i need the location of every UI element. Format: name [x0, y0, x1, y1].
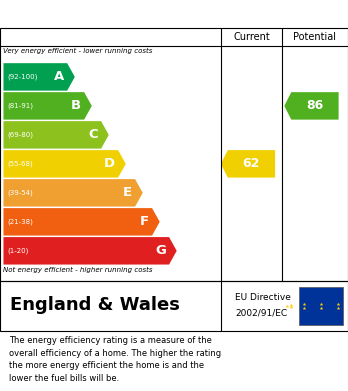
Text: C: C: [89, 128, 98, 142]
Polygon shape: [3, 179, 143, 206]
Text: (55-68): (55-68): [8, 161, 33, 167]
Text: E: E: [123, 187, 132, 199]
Text: F: F: [140, 215, 149, 228]
Text: D: D: [104, 157, 115, 170]
Text: Not energy efficient - higher running costs: Not energy efficient - higher running co…: [3, 267, 152, 273]
Text: (21-38): (21-38): [8, 219, 33, 225]
Text: Potential: Potential: [293, 32, 337, 42]
Polygon shape: [3, 121, 109, 149]
Text: 86: 86: [306, 99, 324, 112]
Polygon shape: [3, 208, 160, 235]
Polygon shape: [3, 63, 75, 91]
Text: Current: Current: [233, 32, 270, 42]
Text: Energy Efficiency Rating: Energy Efficiency Rating: [9, 7, 211, 22]
Text: Very energy efficient - lower running costs: Very energy efficient - lower running co…: [3, 48, 152, 54]
Text: 62: 62: [243, 157, 260, 170]
Text: EU Directive: EU Directive: [235, 292, 291, 301]
Text: G: G: [156, 244, 166, 257]
Polygon shape: [284, 92, 339, 120]
Polygon shape: [3, 237, 177, 265]
Bar: [299, 287, 343, 325]
Text: (81-91): (81-91): [8, 103, 34, 109]
Text: A: A: [54, 70, 64, 83]
Text: (69-80): (69-80): [8, 132, 34, 138]
Text: England & Wales: England & Wales: [10, 296, 180, 314]
Text: (1-20): (1-20): [8, 248, 29, 254]
Text: The energy efficiency rating is a measure of the
overall efficiency of a home. T: The energy efficiency rating is a measur…: [9, 336, 221, 383]
Text: (39-54): (39-54): [8, 190, 33, 196]
Polygon shape: [3, 150, 126, 178]
Polygon shape: [221, 150, 275, 178]
Text: (92-100): (92-100): [8, 74, 38, 80]
Text: 2002/91/EC: 2002/91/EC: [235, 309, 287, 318]
Text: B: B: [71, 99, 81, 112]
Polygon shape: [3, 92, 92, 120]
